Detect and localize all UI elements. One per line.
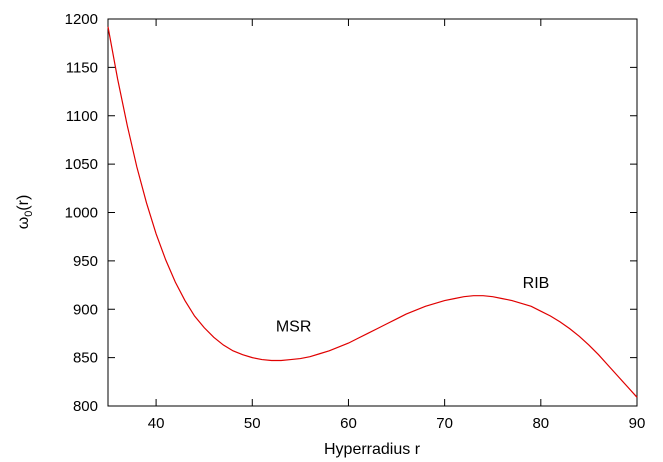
y-tick-label: 1050 [65,156,98,173]
tick-labels: 40 50 60 70 80 90 800 850 900 950 1000 1050 1100 1150… [65,11,646,432]
x-tick-label: 40 [148,415,165,432]
y-tick-label: 900 [73,301,98,318]
y-axis-label-sub: 0 [23,211,35,217]
y-tick-label: 800 [73,398,98,415]
annotation-rib: RIB [523,275,550,292]
plot-frame [107,18,638,407]
annotation-msr: MSR [276,319,312,336]
y-tick-label: 1000 [65,205,98,222]
x-tick-label: 60 [340,415,357,432]
y-axis-label: ω0(r) [15,195,35,230]
y-axis-label-tail: (r) [15,195,32,211]
y-tick-label: 1150 [66,59,98,76]
x-tick-label: 90 [629,415,646,432]
x-tick-label: 50 [244,415,261,432]
annotations: MSR RIB [276,275,549,336]
y-tick-label: 950 [73,253,98,270]
y-tick-label: 1200 [65,11,98,28]
y-tick-label: 850 [73,350,98,367]
series-line [107,26,638,398]
y-tick-label: 1100 [66,108,98,125]
axis-ticks [108,18,638,407]
x-axis-label: Hyperradius r [324,441,421,458]
x-tick-label: 80 [532,415,549,432]
y-axis-label-main: ω [15,217,32,230]
x-tick-label: 70 [436,415,453,432]
